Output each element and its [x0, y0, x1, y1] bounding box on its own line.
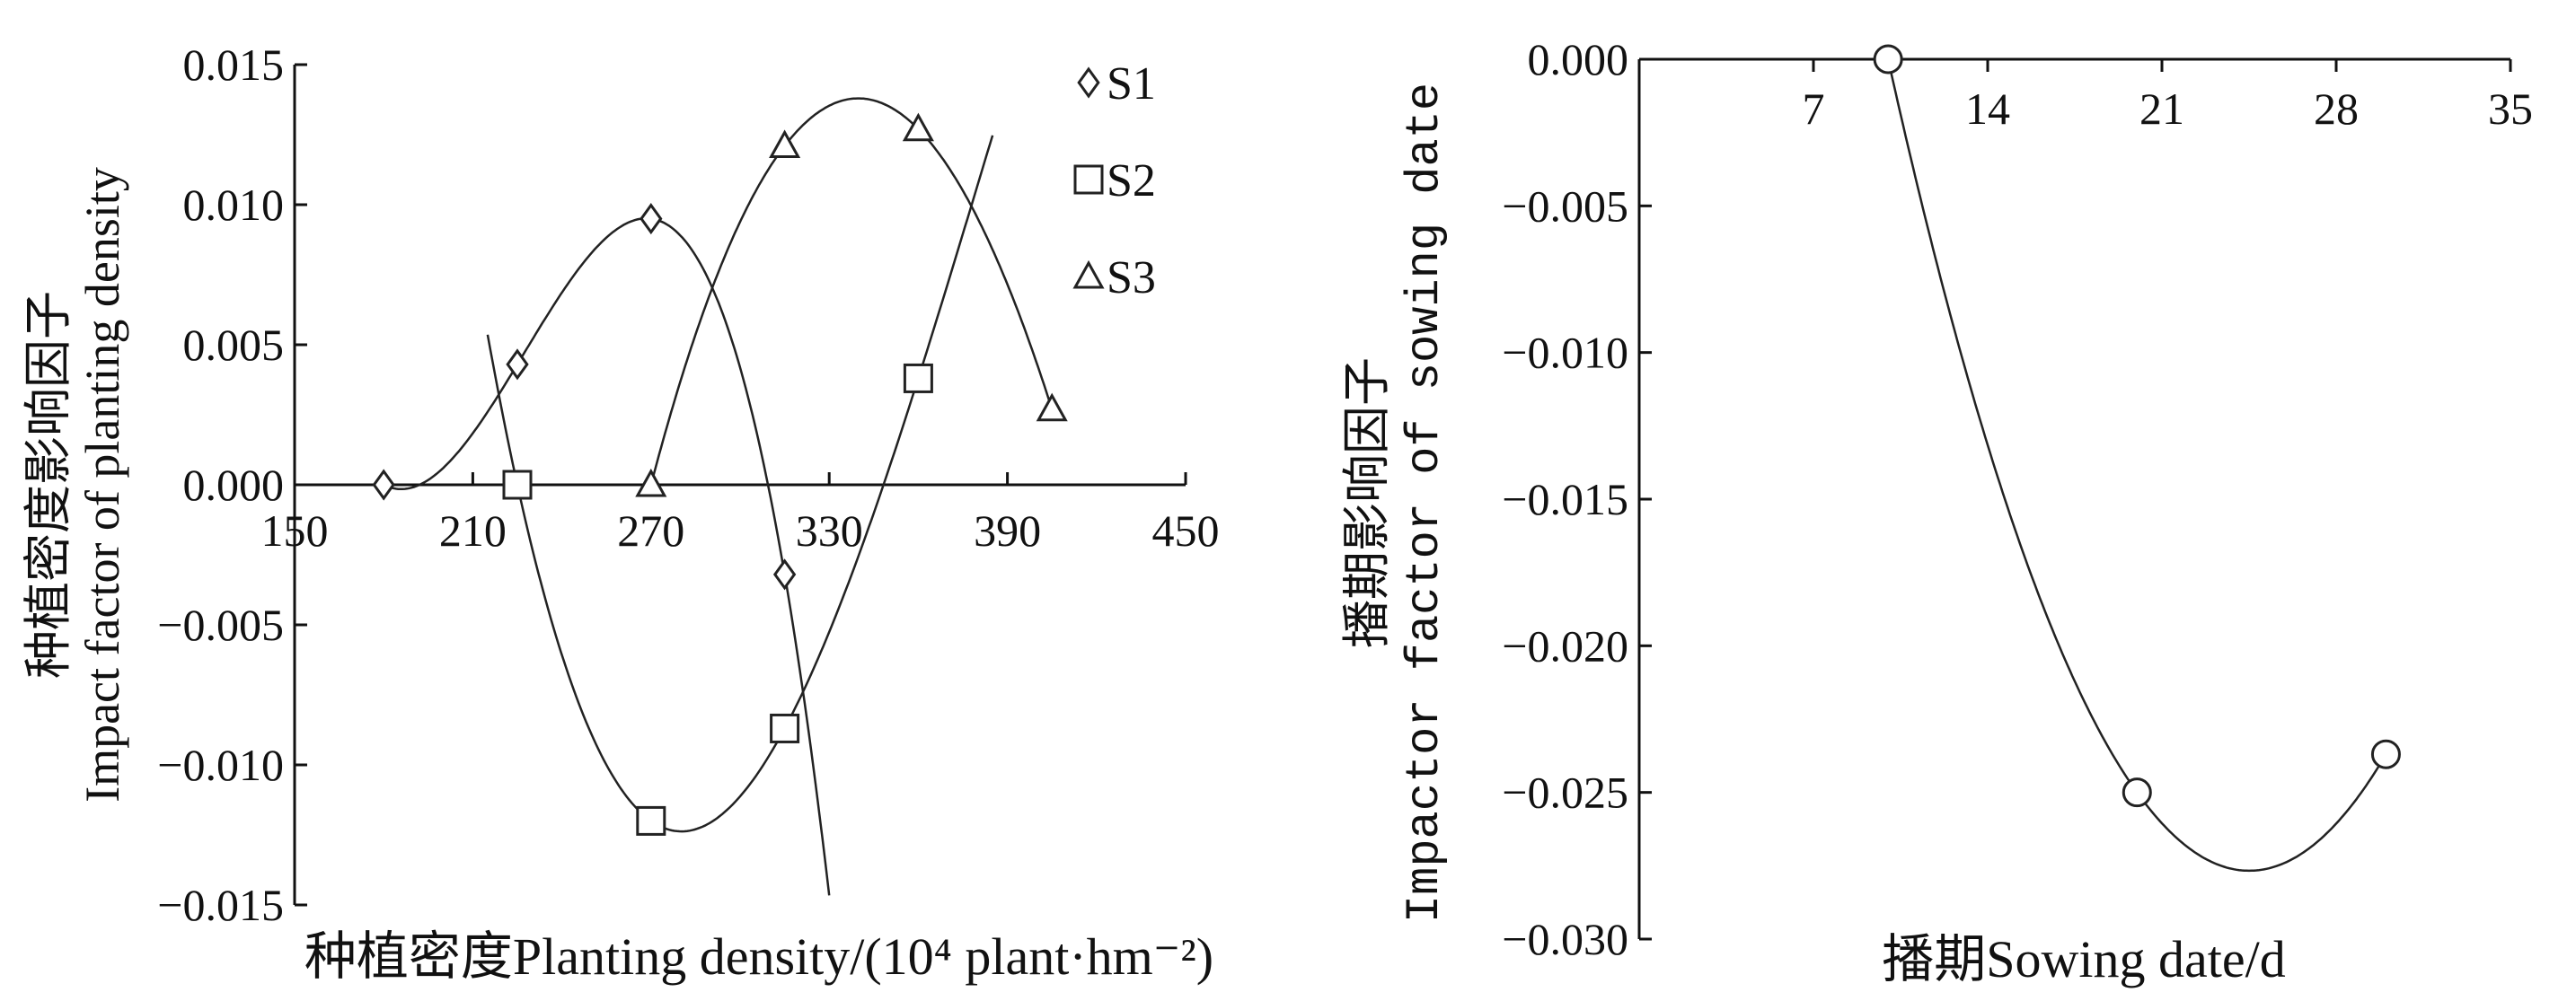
chart-sowing-date: 0.000 −0.005 −0.010 −0.015 −0.020 −0.025 −0.03… [1340, 34, 2533, 988]
x-tick-label: 330 [796, 505, 863, 556]
left-y-ticks: 0.015 0.010 0.005 0.000 −0.005 −0.010 −0.015 [157, 40, 307, 930]
y-tick-label: −0.030 [1502, 914, 1628, 964]
x-tick-label: 14 [1965, 83, 2010, 134]
left-x-ticks: 150 210 270 330 390 450 [261, 472, 1220, 556]
fit-curve-s1 [376, 217, 831, 896]
series-point [2122, 777, 2152, 808]
s3-point [902, 112, 934, 142]
legend-label-s1: S1 [1107, 58, 1156, 110]
s3-point [769, 129, 801, 158]
right-fit-curves [1886, 58, 2387, 873]
s1-point [506, 348, 529, 381]
y-tick-label: −0.010 [1502, 328, 1628, 378]
x-tick-label: 21 [2139, 83, 2184, 134]
right-y-axis-label-en: Impactor factor of sowing date [1398, 83, 1451, 923]
right-x-axis-label: 播期Sowing date/d [1882, 930, 2285, 988]
s3-point [635, 468, 667, 497]
x-tick-label: 28 [2314, 83, 2359, 134]
series-point [2370, 739, 2401, 769]
series-point [1873, 44, 1903, 75]
x-tick-label: 35 [2488, 83, 2533, 134]
right-y-ticks: 0.000 −0.005 −0.010 −0.015 −0.020 −0.025 −0.03… [1502, 34, 1652, 964]
x-tick-label: 390 [974, 505, 1041, 556]
legend-label-s2: S2 [1107, 155, 1156, 206]
s1-point [372, 469, 395, 501]
left-fit-curves [376, 97, 1054, 896]
x-tick-label: 210 [439, 505, 507, 556]
legend-marker-s1 [1077, 66, 1100, 99]
y-tick-label: 0.005 [183, 320, 285, 370]
fit-curve-s2 [486, 135, 994, 833]
x-tick-label: 270 [617, 505, 684, 556]
y-tick-label: −0.015 [157, 880, 284, 930]
y-tick-label: −0.015 [1502, 474, 1628, 524]
legend-label-s3: S3 [1107, 252, 1156, 303]
left-data-points [372, 112, 1068, 836]
y-tick-label: −0.005 [1502, 180, 1628, 231]
x-tick-label: 450 [1152, 505, 1220, 556]
s1-point [640, 203, 663, 235]
y-tick-label: −0.025 [1502, 768, 1628, 818]
x-tick-label: 150 [261, 505, 329, 556]
s2-point [903, 363, 933, 393]
y-tick-label: −0.020 [1502, 620, 1628, 671]
s2-point [502, 470, 533, 500]
y-tick-label: 0.010 [183, 180, 285, 230]
y-tick-label: 0.000 [183, 460, 285, 510]
y-tick-label: 0.000 [1528, 34, 1629, 84]
y-tick-label: −0.005 [157, 600, 284, 650]
chart-planting-density: 0.015 0.010 0.005 0.000 −0.005 −0.010 −0.015 1… [22, 40, 1220, 986]
left-legend: S1 S2 S3 [1072, 58, 1156, 303]
x-tick-label: 7 [1803, 83, 1825, 134]
left-x-axis-label: 种植密度Planting density/(10⁴ plant·hm⁻²) [304, 927, 1213, 986]
left-y-axis-label-cn: 种植密度影响因子 [22, 291, 75, 679]
y-tick-label: 0.015 [183, 40, 285, 90]
fit-curve-s3 [649, 97, 1054, 486]
fit-curve-series [1886, 58, 2387, 873]
legend-marker-s2 [1073, 164, 1104, 195]
right-x-ticks: 7 14 21 28 35 [1803, 59, 2533, 134]
right-data-points [1873, 44, 2401, 808]
legend-marker-s3 [1072, 259, 1105, 289]
left-y-axis-label-en: Impact factor of planting density [75, 167, 129, 803]
s1-point [772, 558, 797, 591]
y-tick-label: −0.010 [157, 740, 284, 790]
s3-point [1036, 392, 1068, 422]
s2-point [770, 713, 800, 743]
s2-point [636, 805, 666, 836]
right-y-axis-label-cn: 播期影响因子 [1340, 357, 1394, 648]
